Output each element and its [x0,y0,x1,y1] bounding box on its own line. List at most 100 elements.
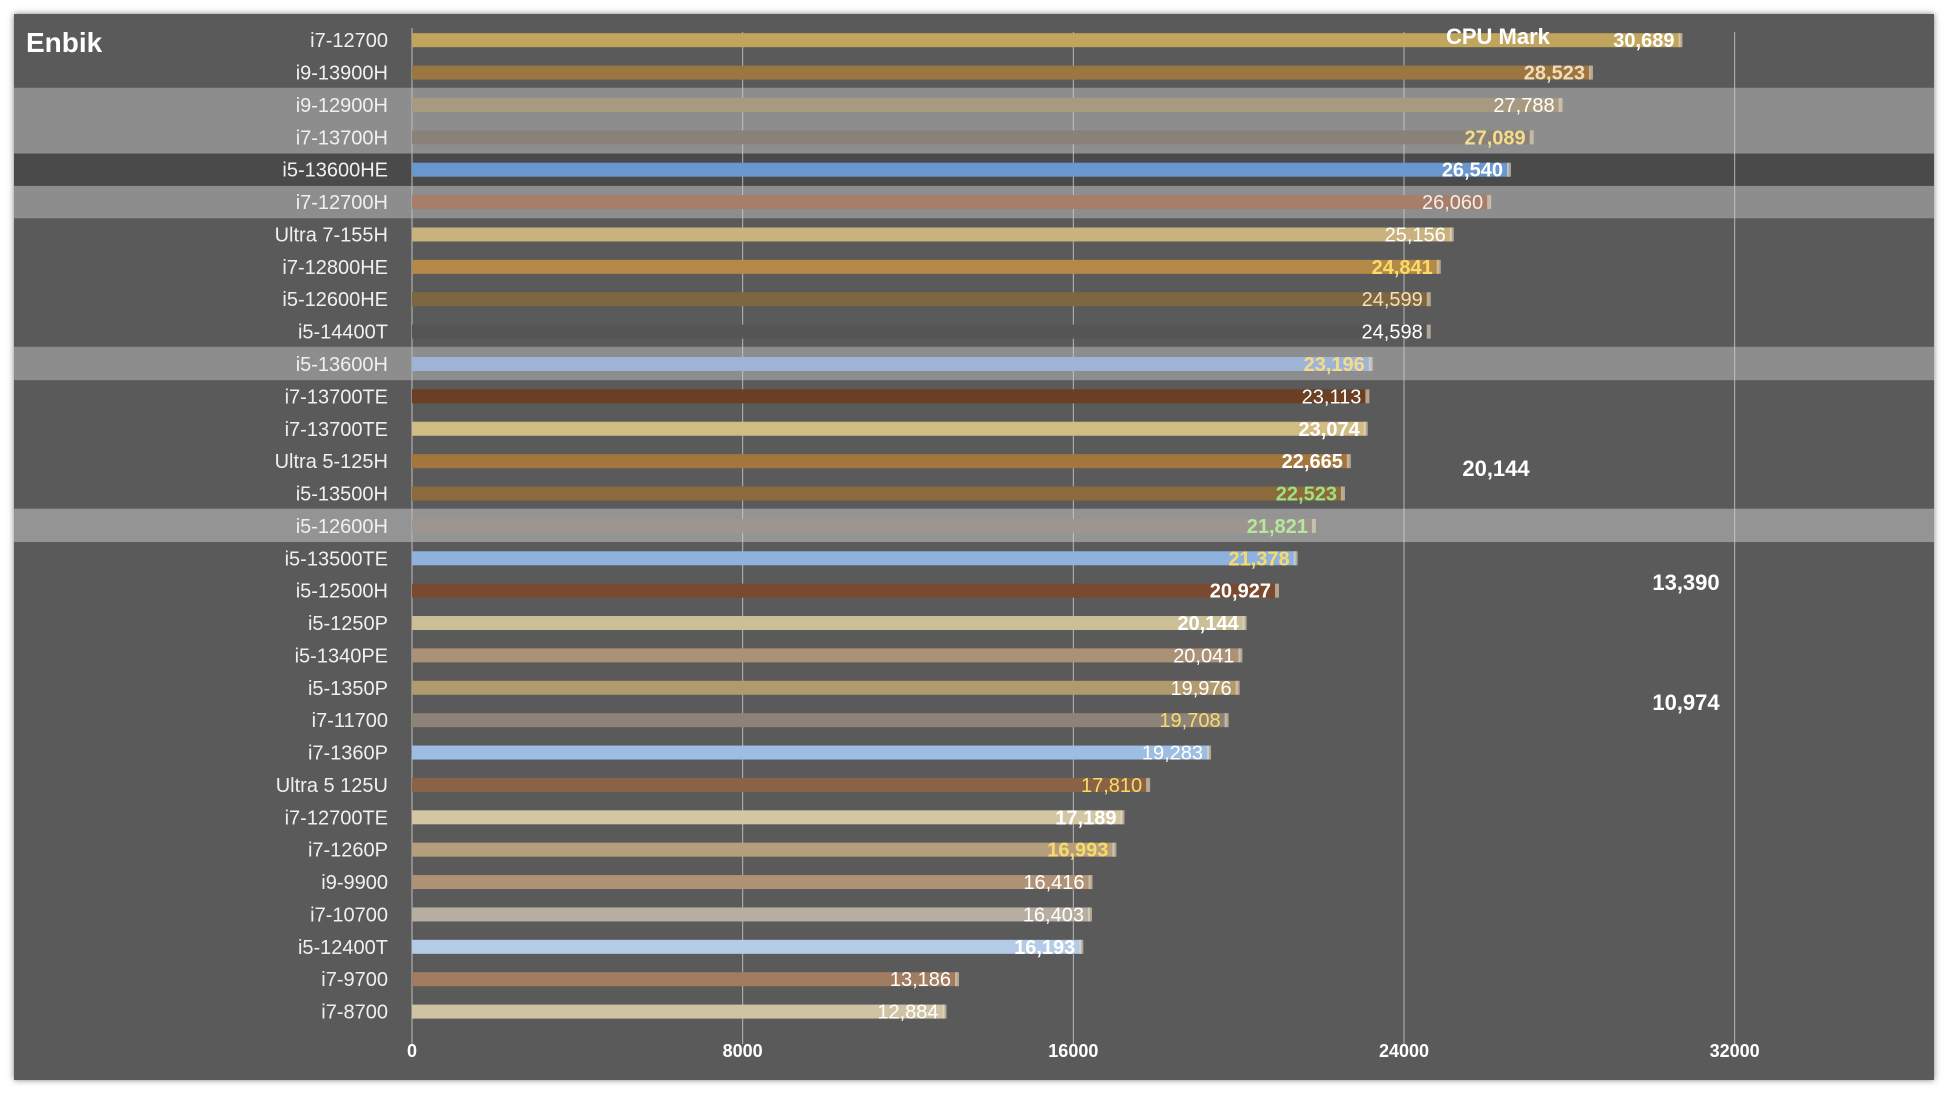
bar [412,421,1366,436]
category-label: i5-13600HE [282,160,388,182]
bar-end-cap [1224,713,1229,728]
category-label: i7-13700H [296,127,388,149]
bar [412,292,1429,307]
bar [412,745,1210,760]
bar-end-cap [1368,356,1373,371]
bar-end-cap [1558,97,1563,112]
bar-end-cap [1293,551,1298,566]
value-label: 19,283 [1142,743,1203,765]
bar [412,777,1149,792]
bar [412,130,1532,145]
value-label: 24,841 [1372,257,1433,279]
value-label: 20,144 [1177,613,1239,635]
bar [412,680,1238,695]
bar [412,972,958,987]
x-tick-label: 8000 [723,1041,763,1061]
bar-end-cap [1449,227,1454,242]
value-label: 21,821 [1247,516,1308,538]
category-label: Ultra 7-155H [275,224,388,246]
bar-end-cap [1363,421,1368,436]
bar-end-cap [1274,583,1279,598]
bar [412,454,1349,469]
value-label: 22,665 [1282,451,1343,473]
bar-end-cap [1238,648,1243,663]
bar-end-cap [1340,486,1345,501]
value-label: 23,196 [1304,354,1365,376]
category-label: i5-14400T [298,322,388,344]
value-label: 24,599 [1362,289,1423,311]
bar [412,648,1241,663]
value-label: 25,156 [1385,224,1446,246]
category-label: i7-8700 [321,1002,388,1024]
value-label: 17,189 [1055,807,1116,829]
bar [412,259,1439,274]
category-label: i5-13500TE [285,548,388,570]
bar [412,907,1090,922]
x-tick-label: 16000 [1048,1041,1098,1061]
bar [412,162,1509,177]
category-label: Ultra 5 125U [276,775,388,797]
category-label: i7-11700 [312,710,388,732]
category-label: i7-1260P [308,840,388,862]
value-label: 20,927 [1210,581,1271,603]
value-label: 27,788 [1493,95,1554,117]
category-label: i5-12400T [298,937,388,959]
x-tick-label: 24000 [1379,1041,1429,1061]
side-note-2: 13,390 [1652,570,1719,595]
value-label: 16,993 [1047,840,1108,862]
bar-end-cap [1146,777,1151,792]
bar-end-cap [1079,939,1084,954]
bar [412,97,1561,112]
value-label: 21,378 [1228,548,1289,570]
bar [412,33,1681,48]
bar-end-cap [1506,162,1511,177]
bar-end-cap [1588,65,1593,80]
bar-end-cap [1242,616,1247,631]
value-label: 16,416 [1023,872,1084,894]
bar-end-cap [1087,907,1092,922]
value-label: 20,041 [1173,645,1234,667]
bar [412,227,1452,242]
bar-end-cap [1088,875,1093,890]
bar [412,939,1082,954]
bar [412,583,1277,598]
cpu-mark-bar-chart: i7-12700 30,689 i9-13900H 28,523 i9-12900H 27… [14,24,1934,1061]
value-label: 13,186 [890,969,951,991]
bar-end-cap [1311,518,1316,533]
side-note-3: 10,974 [1652,690,1720,715]
bar [412,65,1591,80]
category-label: i5-1350P [308,678,388,700]
bar [412,616,1245,631]
value-label: 22,523 [1276,484,1337,506]
category-label: i5-12600HE [282,289,388,311]
category-label: i9-13900H [296,63,388,85]
bar-end-cap [1120,810,1125,825]
bar [412,356,1371,371]
value-label: 26,060 [1422,192,1483,214]
bar [412,875,1091,890]
value-label: 17,810 [1081,775,1142,797]
bar [412,486,1343,501]
category-label: i5-12500H [296,581,388,603]
category-label: i5-13600H [296,354,388,376]
bar [412,195,1490,210]
category-label: i7-9700 [321,969,388,991]
category-label: Ultra 5-125H [275,451,388,473]
side-note-1: 20,144 [1462,456,1530,481]
value-label: 12,884 [877,1002,938,1024]
bar-end-cap [1426,292,1431,307]
category-label: i7-10700 [310,904,388,926]
bar-end-cap [942,1004,947,1019]
bar [412,518,1314,533]
x-tick-label: 32000 [1710,1041,1760,1061]
category-label: i5-1250P [308,613,388,635]
category-label: i7-12800HE [282,257,388,279]
category-label: i5-13500H [296,484,388,506]
bar [412,324,1429,339]
bar-end-cap [955,972,960,987]
bar [412,389,1368,404]
category-label: i9-9900 [321,872,388,894]
bar-end-cap [1529,130,1534,145]
bar [412,810,1123,825]
bar [412,842,1115,857]
